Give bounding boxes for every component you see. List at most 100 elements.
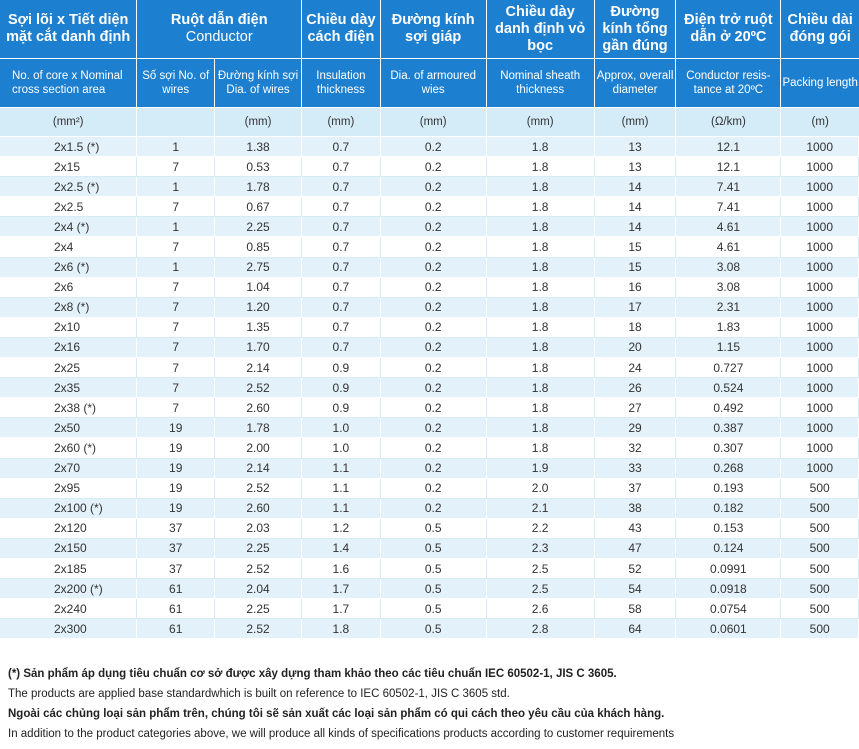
- cell-overall-diameter: 33: [594, 458, 677, 479]
- cell-conductor-resistance: 0.727: [676, 358, 782, 379]
- cell-insulation-thickness: 0.7: [302, 197, 381, 218]
- note-custom-vn: Ngoài các chủng loại sản phẩm trên, chún…: [8, 708, 665, 720]
- cell-sheath-thickness: 1.8: [486, 217, 595, 238]
- cell-conductor-resistance: 0.0601: [676, 619, 782, 640]
- table-row: 2x1.5 (*) 1 1.38 0.7 0.2 1.8 13 12.1 1000: [0, 137, 859, 158]
- cell-conductor-resistance: 0.0991: [676, 558, 782, 580]
- cell-core-size: 2x4 (*): [0, 217, 138, 238]
- cell-insulation-thickness: 1.4: [302, 538, 381, 559]
- cell-insulation-thickness: 1.1: [302, 498, 381, 519]
- cell-wire-diameter: 1.78: [215, 177, 303, 198]
- cell-conductor-resistance: 0.124: [676, 538, 782, 559]
- cell-core-size: 2x100 (*): [0, 498, 138, 519]
- table-row: 2x150 37 2.25 1.4 0.5 2.3 47 0.124 500: [0, 538, 859, 559]
- cell-packing-length: 1000: [781, 277, 859, 298]
- table-row: 2x95 19 2.52 1.1 0.2 2.0 37 0.193 500: [0, 478, 859, 499]
- cell-armour-diameter: 0.2: [380, 398, 487, 419]
- cell-insulation-thickness: 1.0: [302, 438, 381, 459]
- cell-overall-diameter: 58: [594, 599, 677, 620]
- cell-conductor-resistance: 3.08: [676, 257, 782, 278]
- cell-sheath-thickness: 1.8: [486, 197, 595, 218]
- cell-armour-diameter: 0.2: [380, 438, 487, 459]
- cell-insulation-thickness: 1.0: [302, 418, 381, 439]
- cell-core-size: 2x150: [0, 538, 138, 559]
- table-row: 2x120 37 2.03 1.2 0.5 2.2 43 0.153 500: [0, 518, 859, 539]
- cell-wire-count: 37: [137, 558, 215, 580]
- cell-conductor-resistance: 0.307: [676, 438, 782, 459]
- cell-sheath-thickness: 1.8: [486, 137, 595, 158]
- cell-insulation-thickness: 0.7: [302, 137, 381, 158]
- units-row: (mm²) (mm) (mm) (mm) (mm) (mm) (Ω/km) (m…: [0, 108, 859, 137]
- cell-wire-diameter: 1.20: [215, 297, 303, 318]
- cell-armour-diameter: 0.2: [380, 277, 487, 298]
- cell-wire-count: 7: [137, 337, 215, 359]
- unit-sheath: (mm): [486, 108, 595, 137]
- cell-core-size: 2x6 (*): [0, 257, 138, 278]
- cell-packing-length: 1000: [781, 177, 859, 198]
- header-row-en: No. of core x Nominal cross section area…: [0, 59, 859, 108]
- cell-overall-diameter: 54: [594, 579, 677, 600]
- cell-core-size: 2x10: [0, 317, 138, 338]
- cell-insulation-thickness: 1.1: [302, 478, 381, 499]
- note-standard-vn: (*) Sản phẩm áp dụng tiêu chuẩn cơ sở đư…: [8, 668, 617, 680]
- cell-conductor-resistance: 4.61: [676, 217, 782, 238]
- cell-packing-length: 1000: [781, 378, 859, 399]
- table-row: 2x38 (*) 7 2.60 0.9 0.2 1.8 27 0.492 1000: [0, 398, 859, 419]
- header-diameter-vn: Đường kính tổng gần đúng: [594, 0, 677, 59]
- cell-insulation-thickness: 0.7: [302, 317, 381, 338]
- cell-insulation-thickness: 0.9: [302, 398, 381, 419]
- cell-core-size: 2x2.5 (*): [0, 177, 138, 198]
- cell-conductor-resistance: 12.1: [676, 137, 782, 158]
- cell-conductor-resistance: 0.182: [676, 498, 782, 519]
- cell-conductor-resistance: 0.492: [676, 398, 782, 419]
- table-row: 2x200 (*) 61 2.04 1.7 0.5 2.5 54 0.0918 500: [0, 579, 859, 600]
- cell-armour-diameter: 0.2: [380, 317, 487, 338]
- cell-wire-count: 61: [137, 579, 215, 600]
- cell-wire-count: 1: [137, 217, 215, 238]
- cell-packing-length: 1000: [781, 418, 859, 439]
- cell-core-size: 2x70: [0, 458, 138, 479]
- cell-insulation-thickness: 1.2: [302, 518, 381, 539]
- cell-armour-diameter: 0.2: [380, 378, 487, 399]
- cell-overall-diameter: 16: [594, 277, 677, 298]
- cell-conductor-resistance: 0.387: [676, 418, 782, 439]
- table-row: 2x35 7 2.52 0.9 0.2 1.8 26 0.524 1000: [0, 378, 859, 399]
- header-row-vn: Sợi lõi x Tiết diện mặt cắt danh định Ru…: [0, 0, 859, 59]
- table-row: 2x2.5 (*) 1 1.78 0.7 0.2 1.8 14 7.41 1000: [0, 177, 859, 198]
- cell-armour-diameter: 0.5: [380, 518, 487, 539]
- cell-core-size: 2x60 (*): [0, 438, 138, 459]
- cell-armour-diameter: 0.2: [380, 458, 487, 479]
- table-row: 2x300 61 2.52 1.8 0.5 2.8 64 0.0601 500: [0, 619, 859, 640]
- cell-sheath-thickness: 1.8: [486, 297, 595, 318]
- cell-conductor-resistance: 0.0754: [676, 599, 782, 620]
- cell-conductor-resistance: 1.15: [676, 337, 782, 359]
- cell-core-size: 2x2.5: [0, 197, 138, 218]
- cell-sheath-thickness: 1.8: [486, 337, 595, 359]
- table-row: 2x15 7 0.53 0.7 0.2 1.8 13 12.1 1000: [0, 157, 859, 178]
- cell-conductor-resistance: 2.31: [676, 297, 782, 318]
- unit-wires: [137, 108, 215, 137]
- cell-armour-diameter: 0.5: [380, 619, 487, 640]
- cell-packing-length: 500: [781, 599, 859, 620]
- header-conductor-vn-label: Ruột dẫn điện: [170, 12, 268, 28]
- cell-packing-length: 1000: [781, 458, 859, 479]
- cell-packing-length: 1000: [781, 297, 859, 318]
- cell-overall-diameter: 13: [594, 137, 677, 158]
- cell-wire-diameter: 2.60: [215, 498, 303, 519]
- cell-packing-length: 1000: [781, 157, 859, 178]
- cell-conductor-resistance: 12.1: [676, 157, 782, 178]
- cell-overall-diameter: 37: [594, 478, 677, 499]
- cell-wire-count: 7: [137, 297, 215, 318]
- cell-insulation-thickness: 0.7: [302, 177, 381, 198]
- table-row: 2x16 7 1.70 0.7 0.2 1.8 20 1.15 1000: [0, 337, 859, 359]
- header-packing-en: Packing length: [781, 59, 859, 108]
- cell-wire-diameter: 2.03: [215, 518, 303, 539]
- cell-core-size: 2x16: [0, 337, 138, 359]
- cell-packing-length: 1000: [781, 257, 859, 278]
- header-conductor-en-label: Conductor: [185, 29, 253, 45]
- cell-packing-length: 1000: [781, 197, 859, 218]
- cell-wire-count: 61: [137, 619, 215, 640]
- cell-overall-diameter: 27: [594, 398, 677, 419]
- cell-insulation-thickness: 0.7: [302, 237, 381, 258]
- unit-resistance: (Ω/km): [676, 108, 782, 137]
